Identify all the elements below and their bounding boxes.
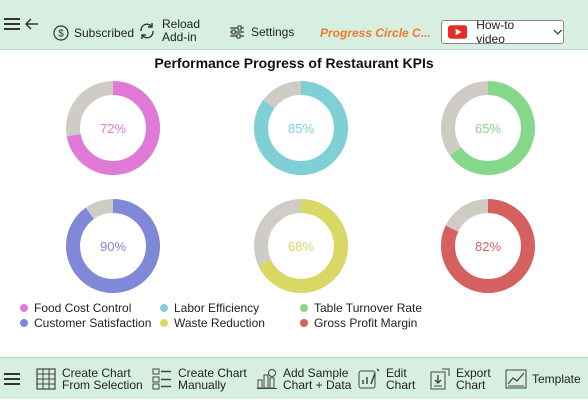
create-selection-line2: From Selection (62, 378, 143, 392)
ring-value-label: 68% (288, 239, 314, 254)
ring-progress-arc (441, 81, 535, 175)
bottom-hamburger-icon[interactable] (4, 372, 20, 386)
legend-label: Gross Profit Margin (314, 316, 417, 330)
chart-title: Performance Progress of Restaurant KPIs (154, 55, 434, 71)
export-line2: Chart (456, 378, 486, 392)
export-line1: Export (456, 366, 491, 380)
reload-addin-button[interactable]: Reload Add-in (138, 18, 200, 44)
ring-value-label: 72% (100, 121, 126, 136)
add-sample-line2: Chart + Data (283, 378, 352, 392)
add-sample-chart-button[interactable]: Add Sample Chart + Data (256, 358, 351, 400)
ring-value-label: 65% (475, 121, 501, 136)
legend-item: Food Cost Control (20, 301, 131, 315)
progress-ring-6: 82% (441, 199, 535, 293)
progress-ring-3: 65% (441, 81, 535, 175)
edit-line1: Edit (386, 366, 407, 380)
ring-progress-arc (254, 81, 348, 175)
legend-label: Food Cost Control (34, 301, 131, 315)
ring-value-label: 82% (475, 239, 501, 254)
progress-ring-5: 68% (254, 199, 348, 293)
svg-text:$: $ (58, 29, 64, 40)
edit-chart-button[interactable]: Edit Chart (358, 358, 415, 400)
settings-button[interactable]: Settings (229, 24, 294, 40)
list-table-icon (152, 368, 171, 390)
template-icon (505, 369, 527, 389)
youtube-play-icon (448, 25, 468, 39)
create-manual-line2: Manually (178, 378, 227, 392)
reload-label-line2: Add-in (162, 30, 197, 44)
ring-value-label: 90% (100, 239, 126, 254)
legend-label: Customer Satisfaction (34, 316, 151, 330)
export-icon (430, 368, 450, 390)
subscribed-label: Subscribed (74, 25, 135, 40)
settings-label: Settings (251, 24, 295, 39)
progress-circle-chart: Performance Progress of Restaurant KPIs … (20, 55, 535, 330)
edit-line2: Chart (386, 378, 416, 392)
add-sample-line1: Add Sample (283, 366, 349, 380)
top-toolbar: $ Subscribed Reload Add-in Settings Prog… (0, 0, 588, 50)
reload-label-line1: Reload (162, 17, 201, 31)
legend-marker (300, 304, 308, 312)
ring-value-label: 85% (288, 121, 314, 136)
template-label: Template (532, 372, 581, 386)
legend-marker (20, 319, 28, 327)
chart-area: Performance Progress of Restaurant KPIs … (0, 50, 588, 357)
legend-item: Customer Satisfaction (20, 316, 151, 330)
chevron-down-icon (553, 29, 563, 35)
bottom-strip (0, 399, 588, 408)
progress-ring-4: 90% (66, 199, 160, 293)
create-manual-line1: Create Chart (178, 366, 247, 380)
hamburger-menu-icon[interactable] (4, 17, 20, 31)
create-chart-from-selection-button[interactable]: Create Chart From Selection (36, 358, 143, 400)
legend-marker (160, 319, 168, 327)
sliders-icon (230, 25, 244, 39)
progress-ring-2: 85% (254, 81, 348, 175)
legend-label: Labor Efficiency (174, 301, 259, 315)
subscribed-button[interactable]: $ Subscribed (53, 25, 134, 41)
template-button[interactable]: Template (505, 358, 581, 400)
create-chart-manually-button[interactable]: Create Chart Manually (152, 358, 247, 400)
legend-item: Table Turnover Rate (300, 301, 422, 315)
progress-ring-1: 72% (66, 81, 160, 175)
legend-item: Gross Profit Margin (300, 316, 417, 330)
legend-label: Waste Reduction (174, 316, 265, 330)
ring-progress-arc (66, 81, 160, 175)
ring-progress-arc (441, 199, 535, 293)
legend-item: Labor Efficiency (160, 301, 259, 315)
ring-progress-arc (66, 199, 160, 293)
legend-label: Table Turnover Rate (314, 301, 422, 315)
edit-chart-icon (358, 368, 380, 389)
ring-progress-arc (254, 199, 348, 293)
create-selection-line1: Create Chart (62, 366, 131, 380)
legend-marker (160, 304, 168, 312)
reload-icon (140, 23, 154, 39)
legend-marker (300, 319, 308, 327)
sample-chart-icon (257, 369, 277, 389)
back-arrow-icon[interactable] (25, 17, 39, 31)
export-chart-button[interactable]: Export Chart (430, 358, 491, 400)
legend-marker (20, 304, 28, 312)
table-grid-icon (36, 368, 56, 390)
bottom-toolbar: Create Chart From Selection Create Chart… (0, 357, 588, 399)
how-to-video-dropdown[interactable]: How-to video (441, 18, 564, 46)
how-to-video-label: How-to video (476, 18, 515, 46)
app-title: Progress Circle C... (320, 26, 431, 40)
dollar-circle-icon: $ (53, 25, 69, 41)
legend-item: Waste Reduction (160, 316, 265, 330)
